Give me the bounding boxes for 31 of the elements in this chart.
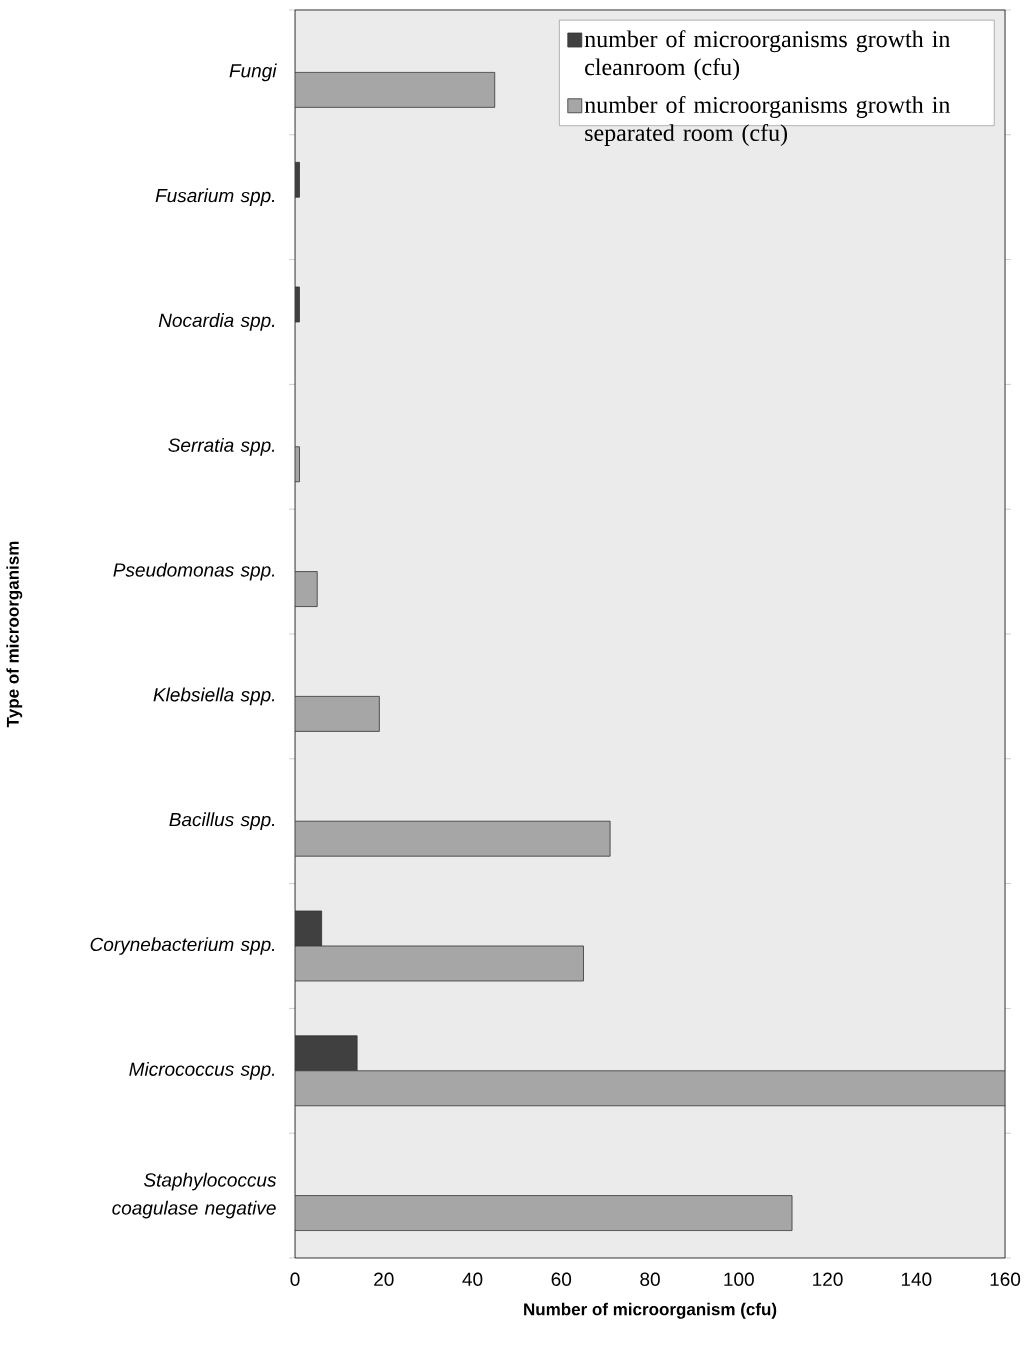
- x-tick-label: 40: [462, 1272, 483, 1286]
- x-tick-label: 140: [901, 1272, 932, 1286]
- x-tick-label: 0: [290, 1272, 300, 1286]
- x-tick-label: 20: [374, 1272, 394, 1286]
- y-tick-label: Bacillus spp.: [169, 812, 275, 831]
- x-axis-title: Number of microorganism (cfu): [524, 1302, 777, 1319]
- y-tick-label: Serratia spp.: [168, 437, 275, 456]
- x-tick-label: 100: [724, 1272, 754, 1286]
- y-tick-label: Pseudomonas spp.: [113, 562, 275, 581]
- y-tick-label: Micrococcus spp.: [129, 1061, 275, 1080]
- y-axis-title: Type of microorganism: [6, 541, 23, 728]
- bar: [295, 945, 584, 982]
- y-tick-label: Fungi: [229, 63, 277, 82]
- y-tick-label: Fusarium spp.: [155, 188, 275, 207]
- x-tick-label: 160: [990, 1272, 1021, 1286]
- bar: [295, 1195, 793, 1231]
- bar: [295, 695, 380, 732]
- legend-label: number of microorganisms growth in cleanroom (cfu): [584, 30, 950, 81]
- x-tick-label: 120: [813, 1272, 843, 1286]
- y-tick-label: Staphylococcus coagulase negative: [112, 1172, 277, 1219]
- legend-label: number of microorganisms growth in separated room (cfu): [584, 95, 950, 146]
- bar: [295, 820, 611, 857]
- bar: [295, 1035, 358, 1072]
- y-tick-label: Corynebacterium spp.: [90, 937, 275, 955]
- y-tick-label: Nocardia spp.: [158, 313, 275, 331]
- x-tick-label: 60: [551, 1272, 572, 1286]
- bar: [295, 71, 496, 108]
- bar: [295, 1070, 1006, 1107]
- x-tick-label: 80: [640, 1272, 660, 1286]
- y-tick-label: Klebsiella spp.: [153, 687, 275, 706]
- bar: [295, 571, 318, 607]
